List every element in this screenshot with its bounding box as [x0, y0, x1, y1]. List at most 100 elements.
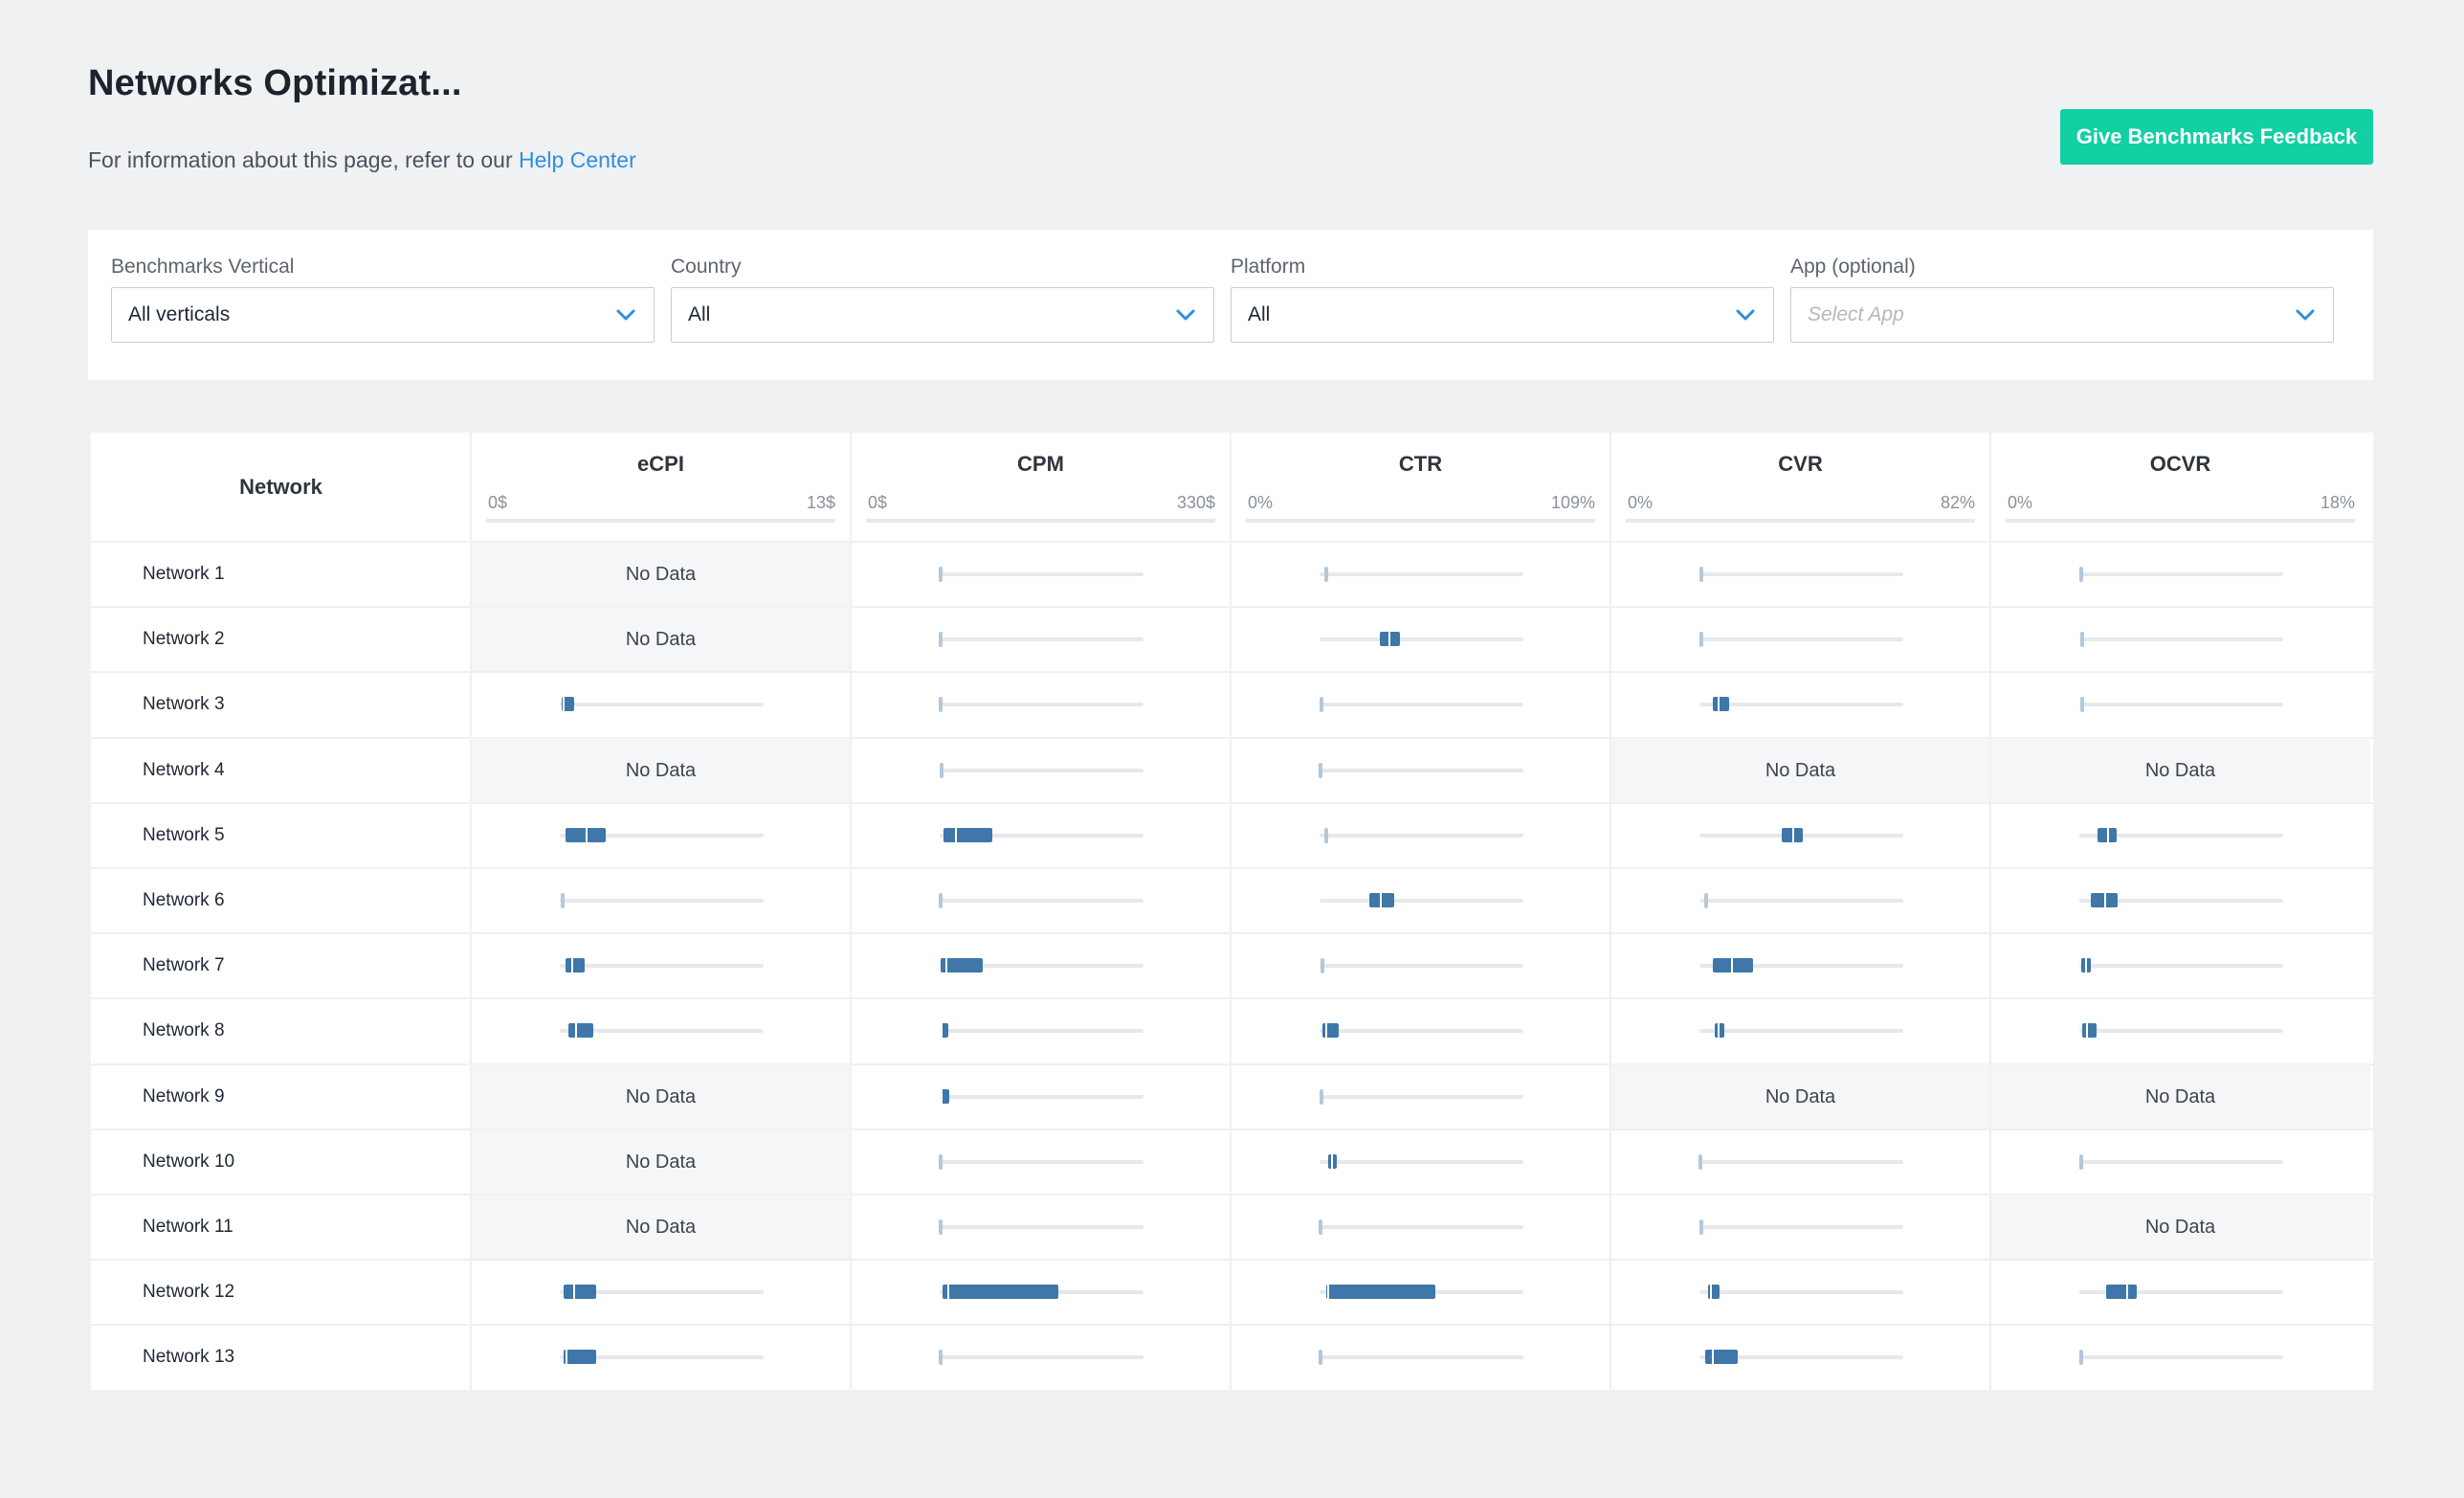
- range-track: [940, 1029, 1143, 1034]
- no-data-label: No Data: [1765, 759, 1836, 781]
- chevron-down-icon: [1736, 309, 1755, 321]
- row-divider: [91, 867, 2373, 869]
- give-feedback-button[interactable]: Give Benchmarks Feedback: [2060, 109, 2373, 165]
- range-track: [1320, 1159, 1523, 1164]
- axis-max-label: 109%: [1550, 493, 1595, 512]
- metric-cell: [851, 607, 1231, 672]
- table-row: Network 8: [91, 998, 2373, 1063]
- range-box: [1368, 893, 1395, 907]
- range-track: [1699, 1159, 1903, 1164]
- country-select[interactable]: All: [671, 287, 1214, 343]
- network-name: Network 7: [143, 955, 225, 976]
- metric-cell: [471, 672, 851, 737]
- row-divider: [91, 1324, 2373, 1327]
- column-header-cpm: CPM 0$ 330$: [851, 433, 1231, 542]
- value-tick: [939, 1350, 943, 1366]
- median-line: [565, 1350, 567, 1365]
- table-row: Network 2 No Data: [91, 607, 2373, 673]
- range-track: [940, 1225, 1143, 1229]
- median-line: [947, 1285, 950, 1300]
- value-tick: [939, 697, 943, 713]
- range-box: [1713, 697, 1730, 712]
- table-row: Network 12: [91, 1260, 2373, 1325]
- range-track: [1699, 637, 1903, 642]
- median-line: [1717, 697, 1720, 712]
- range-track: [940, 964, 1143, 969]
- metric-cell: [1231, 1064, 1610, 1129]
- axis-line: [2006, 519, 2355, 523]
- range-track: [940, 703, 1143, 707]
- no-data-label: No Data: [2144, 1085, 2216, 1107]
- column-title: CPM: [1017, 452, 1064, 476]
- table-row: Network 9 No Data No Data No Data: [91, 1063, 2373, 1129]
- value-tick: [1698, 1153, 1703, 1170]
- range-track: [1699, 572, 1903, 576]
- benchmarks-vertical-select[interactable]: All verticals: [111, 287, 655, 343]
- range-box: [940, 1023, 949, 1039]
- network-name: Network 3: [143, 694, 225, 715]
- column-header-cvr: CVR 0% 82%: [1610, 433, 1990, 542]
- no-data-label: No Data: [2144, 759, 2216, 781]
- value-tick: [1704, 893, 1709, 908]
- value-tick: [939, 893, 943, 908]
- value-tick: [1324, 567, 1329, 582]
- value-tick: [939, 567, 943, 582]
- axis-max-label: 82%: [1940, 493, 1975, 512]
- app-select[interactable]: Select App: [1790, 287, 2334, 343]
- axis-line: [866, 519, 1215, 523]
- range-track: [940, 1094, 1143, 1099]
- metric-cell: [471, 868, 851, 933]
- select-value: All: [688, 303, 711, 325]
- range-track: [2079, 1355, 2283, 1360]
- help-center-link[interactable]: Help Center: [519, 147, 636, 172]
- metric-cell: No Data: [471, 1063, 851, 1129]
- range-box: [565, 958, 586, 973]
- axis-min-label: 0$: [868, 493, 888, 512]
- platform-select[interactable]: All: [1231, 287, 1774, 343]
- range-track: [2079, 572, 2283, 576]
- metric-cell: [1990, 1260, 2370, 1325]
- median-line: [1791, 827, 1794, 842]
- range-track: [2079, 637, 2283, 642]
- metric-cell: [1231, 1325, 1610, 1390]
- metric-cell: No Data: [1990, 1195, 2370, 1260]
- column-divider: [850, 433, 852, 1390]
- table-row: Network 10 No Data: [91, 1129, 2373, 1195]
- metric-cell: [851, 1129, 1231, 1195]
- value-tick: [1323, 827, 1328, 843]
- value-tick: [1319, 1350, 1323, 1366]
- range-track: [1320, 1029, 1523, 1034]
- median-line: [1325, 1023, 1328, 1039]
- metric-cell: [1610, 542, 1990, 607]
- value-tick: [1319, 697, 1323, 713]
- metric-cell: [851, 1064, 1231, 1129]
- select-placeholder: Select App: [1808, 303, 1904, 325]
- median-line: [2085, 1023, 2088, 1039]
- range-track: [2079, 703, 2283, 707]
- median-line: [1379, 893, 1382, 907]
- row-divider: [91, 606, 2373, 609]
- value-tick: [939, 762, 943, 778]
- column-title: CTR: [1398, 452, 1443, 476]
- filter-label: Benchmarks Vertical: [111, 256, 295, 278]
- range-track: [940, 899, 1143, 903]
- chevron-down-icon: [2296, 309, 2315, 321]
- metric-cell: [851, 803, 1231, 868]
- filter-country: Country All: [671, 253, 1214, 343]
- range-track: [2079, 964, 2283, 969]
- median-line: [1730, 958, 1733, 973]
- metric-cell: [1231, 672, 1610, 737]
- metric-cell: [1231, 933, 1610, 998]
- range-track: [2079, 1290, 2283, 1295]
- select-value: All: [1248, 303, 1271, 325]
- value-tick: [2080, 632, 2085, 648]
- axis-line: [486, 519, 835, 523]
- range-box: [1713, 958, 1753, 973]
- metric-cell: [1990, 1129, 2370, 1195]
- median-line: [1718, 1023, 1720, 1039]
- metric-cell: [471, 803, 851, 868]
- axis-min-label: 0%: [1628, 493, 1654, 512]
- value-tick: [1319, 1088, 1323, 1105]
- metric-cell: [1610, 803, 1990, 868]
- metric-cell: [471, 998, 851, 1063]
